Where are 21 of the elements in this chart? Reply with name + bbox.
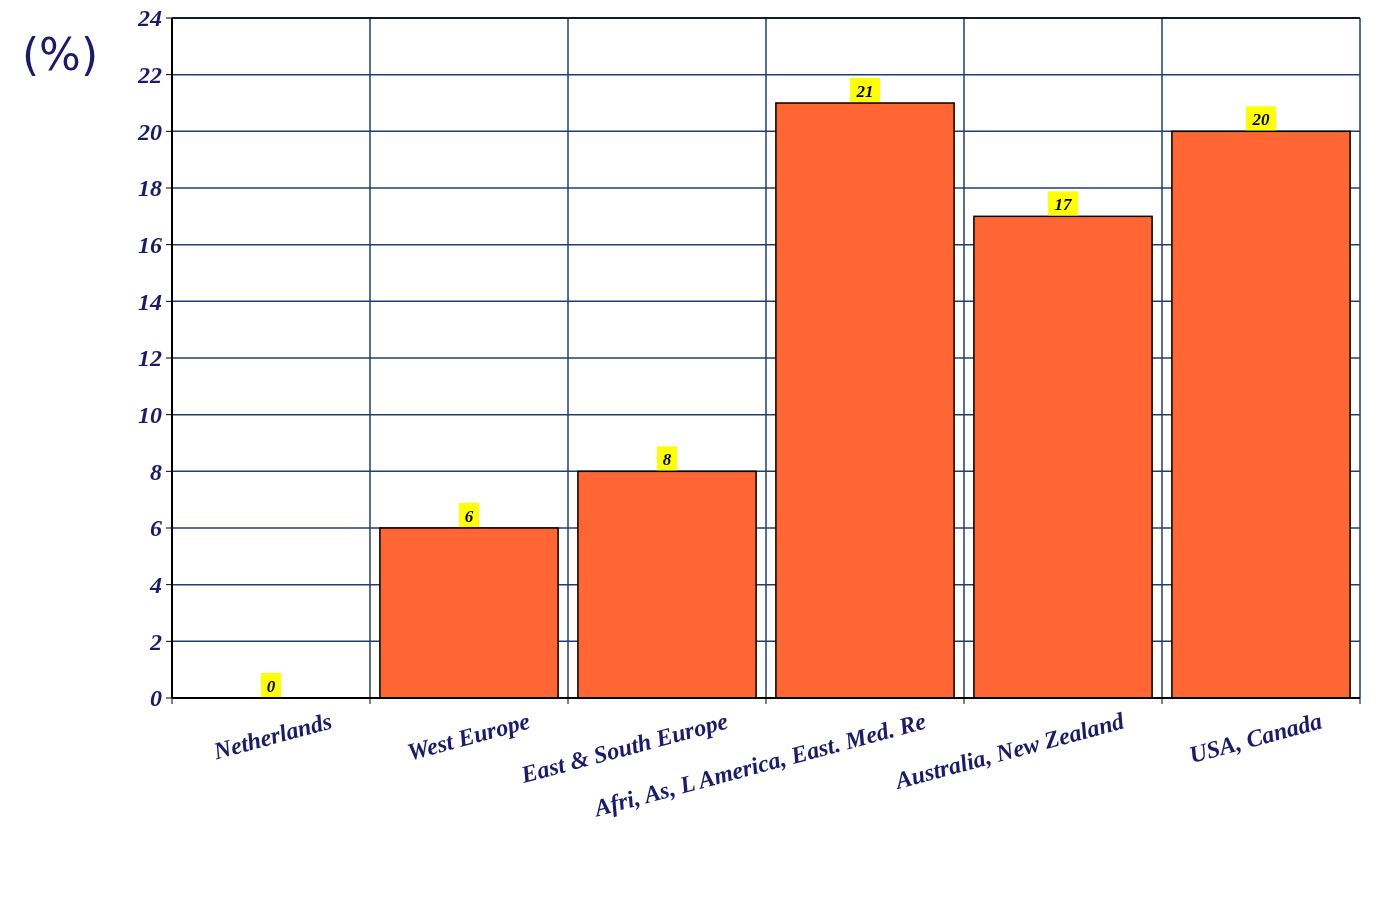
y-tick-label: 12 — [138, 345, 162, 372]
y-tick-label: 16 — [138, 232, 162, 259]
data-label: 17 — [1054, 195, 1073, 215]
y-tick-label: 6 — [150, 515, 162, 542]
y-tick-label: 14 — [138, 288, 162, 315]
data-label: 6 — [464, 506, 474, 526]
data-label: 20 — [1251, 110, 1270, 130]
y-tick-label: 20 — [137, 118, 162, 145]
y-tick-label: 10 — [138, 402, 162, 429]
y-tick-label: 8 — [150, 458, 162, 485]
y-tick-label: 4 — [149, 572, 162, 599]
data-label: 21 — [855, 81, 874, 101]
y-tick-label: 18 — [138, 175, 162, 202]
y-tick-label: 2 — [149, 628, 162, 655]
y-tick-label: 22 — [137, 62, 162, 89]
data-label: 8 — [662, 450, 672, 470]
x-tick-label: USA, Canada — [1186, 707, 1325, 769]
y-tick-label: 24 — [137, 5, 162, 32]
data-label: 0 — [266, 676, 276, 696]
y-axis-title: (%) — [21, 29, 99, 80]
y-tick-label: 0 — [150, 685, 162, 712]
